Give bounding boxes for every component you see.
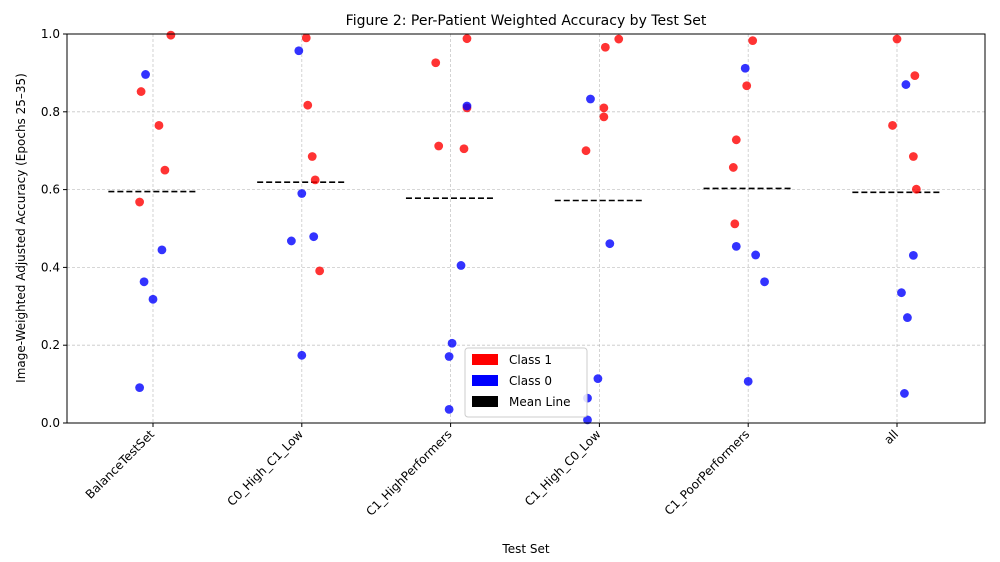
data-point-class-0 [900, 389, 909, 398]
data-point-class-0 [444, 404, 454, 414]
data-point-class-0 [297, 189, 307, 198]
data-point-class-1 [166, 30, 176, 40]
data-point-class-1 [310, 175, 320, 185]
data-point-class-0 [447, 338, 457, 348]
legend-swatch-mean-line [472, 396, 498, 407]
y-tick-label: 0.2 [41, 338, 60, 352]
data-point-class-0 [593, 374, 603, 384]
x-tick-label: C1_High_C0_Low [522, 427, 604, 509]
data-point-class-1 [307, 152, 317, 161]
data-point-class-0 [605, 239, 615, 249]
data-point-class-1 [434, 141, 444, 151]
data-point-class-0 [135, 383, 145, 393]
y-tick-label: 0.4 [41, 260, 60, 274]
data-point-class-1 [303, 100, 313, 110]
y-axis: 0.0 0.2 0.4 0.6 0.8 1.0 [41, 27, 67, 430]
mean-lines [108, 181, 942, 202]
data-point-class-1 [892, 34, 902, 44]
legend-label-class-1: Class 1 [509, 353, 552, 367]
x-tick-label: C1_PoorPerformers [662, 427, 753, 518]
data-point-class-1 [431, 58, 441, 68]
data-point-class-1 [599, 103, 609, 113]
x-tick-label: BalanceTestSet [83, 427, 158, 502]
data-point-class-0 [908, 250, 918, 260]
data-point-class-1 [742, 81, 752, 91]
x-tick-label: C1_HighPerformers [363, 427, 454, 518]
data-point-class-1 [135, 197, 145, 207]
data-point-class-1 [908, 152, 918, 161]
data-point-class-0 [286, 236, 296, 246]
data-point-class-1 [600, 42, 610, 52]
y-tick-label: 0.8 [41, 105, 60, 119]
data-point-class-0 [743, 376, 753, 386]
legend-swatch-class-1 [472, 354, 498, 365]
data-point-class-1 [599, 112, 609, 122]
data-point-class-1 [728, 163, 738, 172]
legend: Class 1 Class 0 Mean Line [464, 347, 588, 418]
data-point-class-0 [586, 94, 595, 104]
data-point-class-1 [581, 146, 591, 156]
data-point-class-1 [315, 266, 325, 276]
data-point-class-0 [294, 46, 304, 56]
data-point-class-0 [456, 261, 466, 270]
x-tick-label: C0_High_C1_Low [224, 427, 306, 509]
y-axis-label: Image-Weighted Adjusted Accuracy (Epochs… [14, 73, 28, 383]
data-point-class-1 [136, 87, 146, 96]
y-tick-label: 0.0 [41, 416, 60, 430]
data-point-class-1 [748, 36, 758, 46]
chart-title: Figure 2: Per-Patient Weighted Accuracy … [346, 13, 707, 29]
x-axis: BalanceTestSet C0_High_C1_Low C1_HighPerfo… [83, 423, 901, 519]
data-point-class-0 [462, 101, 472, 111]
data-point-class-0 [903, 313, 912, 322]
data-point-class-1 [910, 71, 920, 81]
y-tick-label: 1.0 [41, 27, 60, 41]
data-point-class-0 [141, 70, 150, 79]
x-axis-label: Test Set [501, 542, 549, 556]
data-point-class-0 [760, 277, 769, 287]
data-points [135, 30, 921, 425]
data-point-class-0 [139, 277, 149, 287]
y-tick-label: 0.6 [41, 183, 60, 197]
data-point-class-0 [731, 241, 741, 251]
data-point-class-0 [901, 80, 911, 89]
legend-label-mean-line: Mean Line [509, 395, 571, 409]
data-point-class-0 [897, 288, 906, 298]
data-point-class-0 [148, 294, 158, 304]
legend-swatch-class-0 [472, 375, 498, 386]
data-point-class-1 [462, 34, 472, 44]
plot-frame [66, 33, 986, 424]
data-point-class-0 [583, 415, 592, 425]
grid-lines [67, 34, 985, 423]
data-point-class-1 [730, 219, 740, 229]
data-point-class-1 [154, 121, 164, 130]
data-point-class-1 [459, 144, 469, 154]
data-point-class-1 [301, 33, 311, 43]
data-point-class-0 [297, 350, 307, 360]
data-point-class-0 [309, 232, 319, 242]
data-point-class-1 [614, 34, 624, 44]
data-point-class-0 [444, 352, 454, 361]
data-point-class-1 [160, 165, 170, 175]
legend-label-class-0: Class 0 [509, 374, 552, 388]
data-point-class-0 [157, 245, 167, 255]
data-point-class-1 [911, 184, 921, 194]
data-point-class-1 [731, 135, 741, 145]
data-point-class-0 [751, 250, 761, 260]
x-tick-label: all [881, 427, 901, 447]
data-point-class-1 [888, 121, 897, 130]
data-point-class-0 [740, 63, 750, 73]
